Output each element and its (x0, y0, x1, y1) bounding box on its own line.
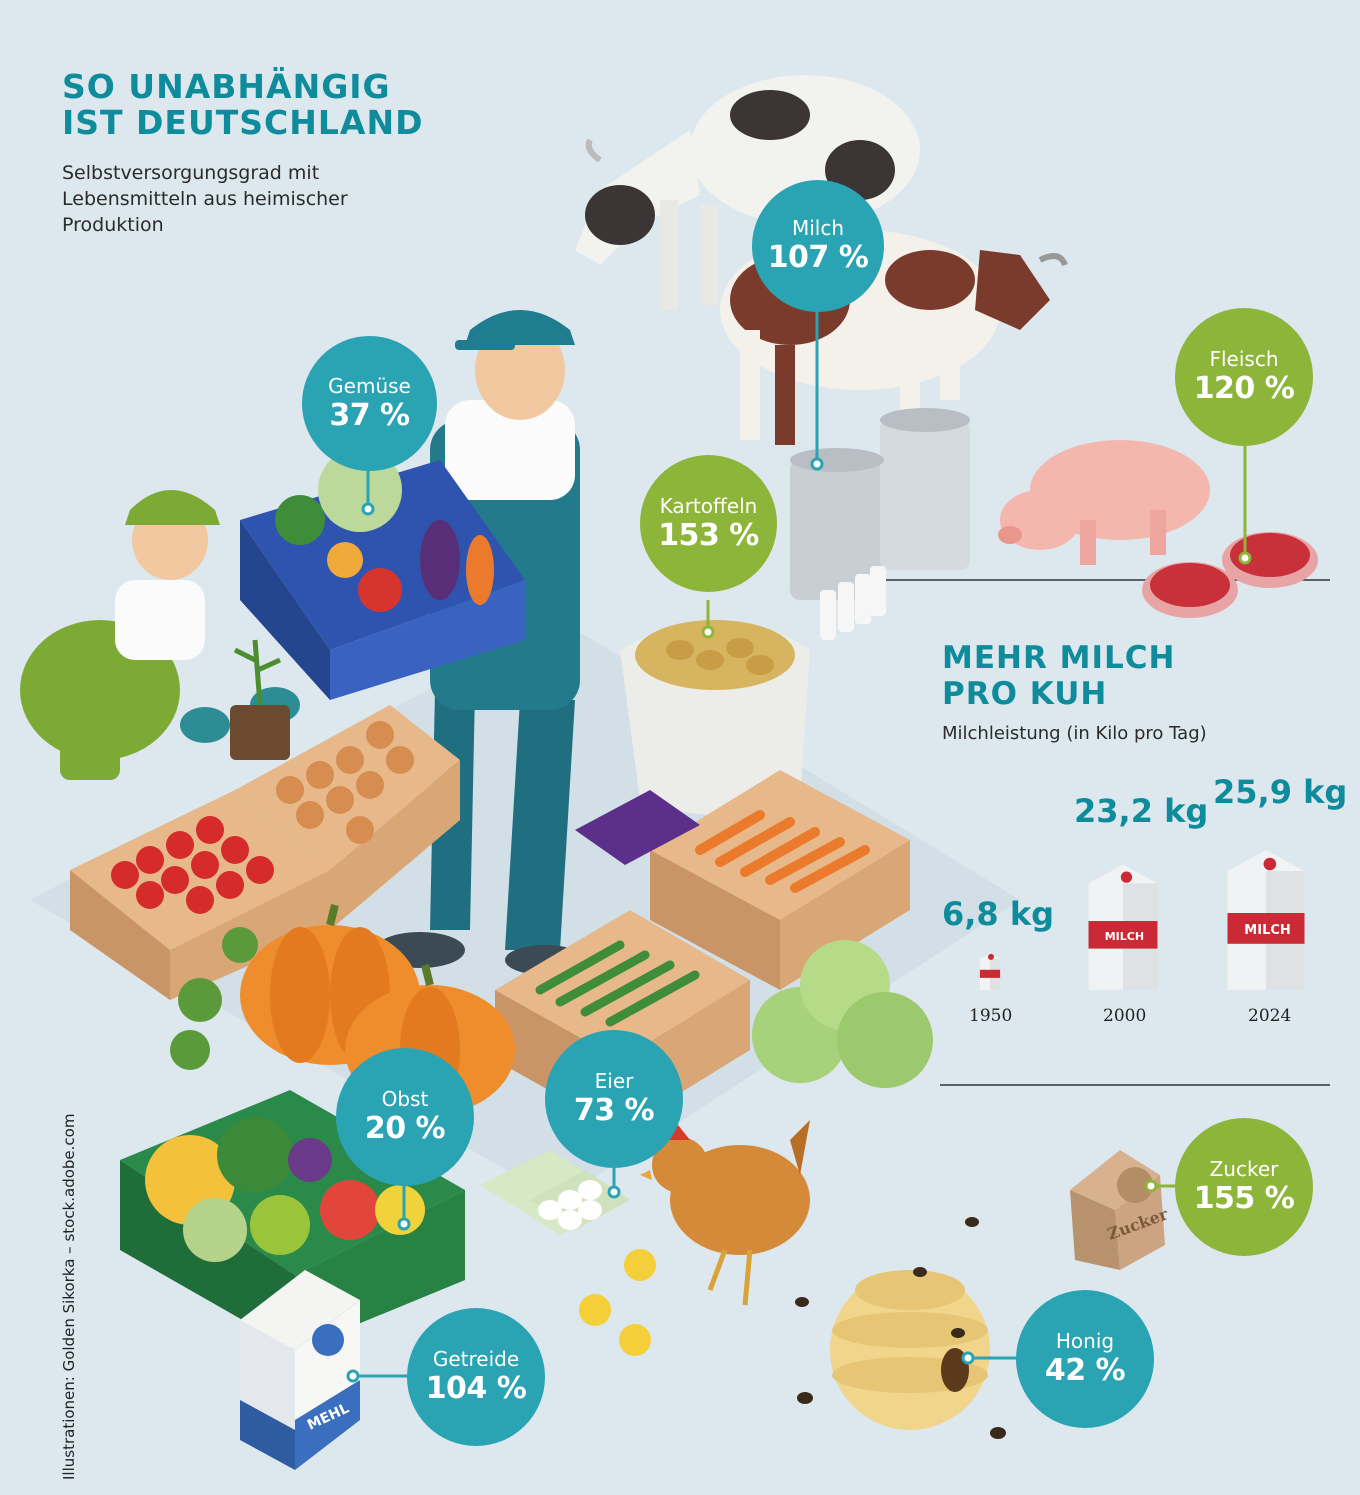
meat-illustration (1142, 532, 1318, 618)
potato-sack-illustration (620, 620, 810, 815)
zucker-value: 155 % (1193, 1181, 1295, 1216)
fleisch-value: 120 % (1193, 371, 1295, 406)
zucker-bubble: Zucker 155 % (1175, 1118, 1313, 1256)
milk-carton-label: MILCH (1105, 930, 1144, 943)
honig-label: Honig (1055, 1329, 1115, 1353)
milk-carton-2024: MILCH (1227, 850, 1305, 990)
fruit-crate-illustration (120, 1090, 465, 1350)
milk-carton-2000: MILCH (1088, 864, 1158, 990)
obst-value: 20 % (364, 1111, 446, 1146)
subtitle-line1: Selbstversorgungsgrad mit (62, 162, 320, 184)
cabbages-illustration (752, 940, 933, 1088)
milk-year-2000: 2000 (1103, 1006, 1147, 1026)
milk-value-1950: 6,8 kg (942, 895, 1055, 933)
milk-value-2000: 23,2 kg (1074, 792, 1209, 830)
eier-value: 73 % (573, 1093, 655, 1128)
gemuese-value: 37 % (329, 397, 410, 433)
honig-value: 42 % (1044, 1353, 1126, 1388)
getreide-bubble: Getreide 104 % (407, 1308, 545, 1446)
bees-illustration (795, 1217, 1006, 1439)
kartoffeln-label: Kartoffeln (659, 493, 758, 518)
getreide-value: 104 % (425, 1371, 527, 1406)
fleisch-bubble: Fleisch 120 % (1175, 308, 1313, 446)
sugar-bag-illustration (1070, 1150, 1165, 1270)
pumpkins-illustration (170, 904, 515, 1115)
kartoffeln-value: 153 % (658, 517, 759, 553)
zucker-label: Zucker (1209, 1157, 1279, 1181)
cow-black-illustration (575, 75, 920, 310)
page-title-line1: SO UNABHÄNGIG (62, 67, 391, 106)
beehive-illustration (830, 1270, 990, 1430)
tomato-onion-crates-illustration (70, 705, 460, 1000)
egg-carton-illustration (480, 1150, 630, 1235)
milk-year-2024: 2024 (1248, 1006, 1292, 1026)
milk-title-line2: PRO KUH (942, 676, 1108, 712)
farmer-kneeling-illustration (20, 490, 300, 780)
milk-value-2024: 25,9 kg (1213, 773, 1348, 811)
pig-illustration (998, 440, 1210, 565)
eier-bubble: Eier 73 % (545, 1030, 683, 1168)
connectors (346, 300, 1252, 1383)
gemuese-label: Gemüse (328, 373, 411, 398)
chicks-illustration (579, 1249, 656, 1356)
kartoffeln-bubble: Kartoffeln 153 % (640, 455, 777, 592)
milk-subtitle: Milchleistung (in Kilo pro Tag) (942, 723, 1207, 744)
fleisch-label: Fleisch (1209, 347, 1279, 371)
obst-bubble: Obst 20 % (336, 1048, 474, 1186)
image-credit: Illustrationen: Golden Sikorka – stock.a… (60, 1113, 78, 1480)
flour-bag-illustration (240, 1270, 360, 1470)
milk-title-line1: MEHR MILCH (942, 640, 1176, 676)
milch-value: 107 % (767, 240, 869, 275)
gemuese-bubble: Gemüse 37 % (302, 336, 437, 471)
eier-label: Eier (594, 1069, 634, 1093)
milk-year-1950: 1950 (969, 1006, 1013, 1026)
milk-cartons: MILCH MILCH (979, 850, 1305, 990)
honig-bubble: Honig 42 % (1016, 1290, 1154, 1428)
page-title-line2: IST DEUTSCHLAND (62, 103, 424, 142)
cow-brown-illustration (720, 230, 1068, 445)
subtitle-line3: Produktion (62, 214, 164, 236)
obst-label: Obst (381, 1087, 429, 1111)
vegetable-crate-illustration (240, 448, 525, 700)
getreide-label: Getreide (432, 1347, 520, 1371)
milch-label: Milch (791, 216, 845, 240)
subtitle-line2: Lebensmitteln aus heimischer (62, 188, 348, 210)
hen-illustration (640, 1120, 810, 1306)
milk-cans-illustration (790, 408, 970, 640)
milk-carton-1950 (979, 953, 1001, 990)
milk-carton-label: MILCH (1244, 923, 1290, 938)
milch-bubble: Milch 107 % (752, 180, 884, 312)
